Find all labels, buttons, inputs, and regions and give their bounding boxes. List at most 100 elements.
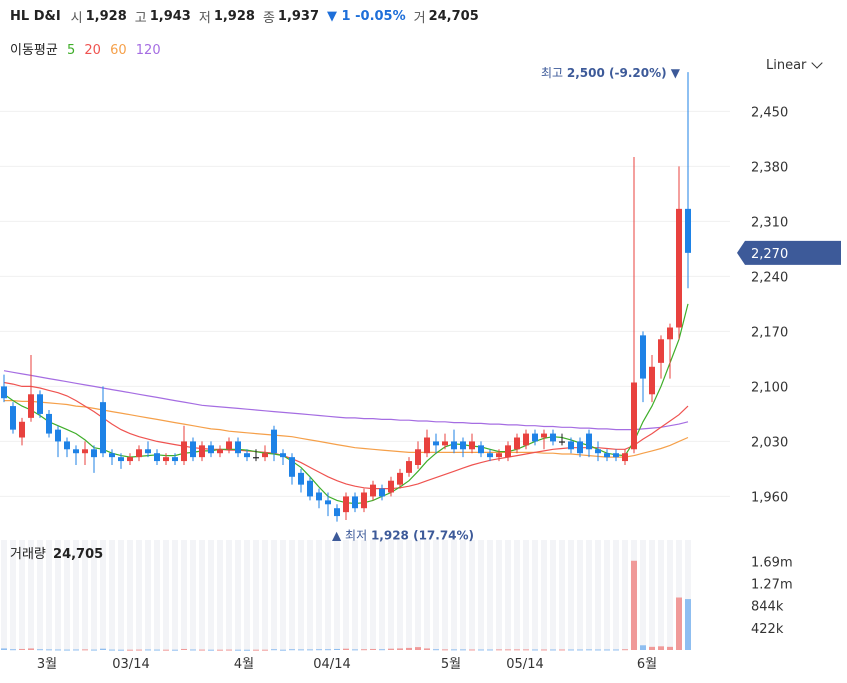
volume-bar — [550, 649, 556, 651]
volume-bg-stripe — [316, 540, 322, 650]
volume-bg-stripe — [46, 540, 52, 650]
candle-body — [505, 445, 511, 458]
volume-tick-label: 1.69m — [751, 555, 793, 570]
candle-body — [604, 453, 610, 458]
candle-body — [685, 208, 691, 253]
volume-bar — [469, 649, 475, 651]
candle-body — [352, 496, 358, 509]
candle-body — [118, 457, 124, 462]
volume-bar — [1, 648, 7, 650]
volume-bg-stripe — [505, 540, 511, 650]
y-tick-label: 2,170 — [751, 325, 788, 340]
high-label: 고 — [134, 10, 147, 26]
y-tick-label: 2,100 — [751, 380, 788, 395]
volume-bar — [91, 649, 97, 651]
volume-bg-stripe — [568, 540, 574, 650]
volume-bg-stripe — [10, 540, 16, 650]
volume-bg-stripe — [577, 540, 583, 650]
scale-selector[interactable]: Linear — [766, 57, 824, 73]
candle-body — [442, 441, 448, 446]
volume-bar — [118, 649, 124, 651]
volume-bar — [307, 649, 313, 651]
low-value: 1,928 — [213, 8, 255, 24]
volume-bar — [685, 599, 691, 650]
x-tick-label: 03/14 — [112, 657, 149, 672]
candle-body — [577, 441, 583, 454]
candle-body — [73, 449, 79, 454]
volume-bg-stripe — [361, 540, 367, 650]
candle-body — [586, 433, 592, 450]
candle-body — [109, 453, 115, 458]
volume-bar — [10, 649, 16, 651]
candle-body — [217, 449, 223, 454]
candle-body — [388, 480, 394, 493]
candle-body — [28, 394, 34, 418]
open-label: 시 — [70, 10, 83, 26]
candle-body — [181, 441, 187, 462]
volume-bar — [460, 649, 466, 651]
volume-bg-stripe — [28, 540, 34, 650]
candle-body — [622, 453, 628, 462]
volume-bar — [586, 649, 592, 651]
volume-bg-stripe — [208, 540, 214, 650]
volume-bar — [379, 649, 385, 651]
volume-bar — [226, 649, 232, 651]
candle-body — [559, 441, 565, 443]
candle-body — [289, 457, 295, 477]
candle-body — [145, 449, 151, 454]
volume-bg-stripe — [532, 540, 538, 650]
volume-bar — [424, 648, 430, 650]
volume-bg-stripe — [280, 540, 286, 650]
volume-bar — [541, 649, 547, 651]
volume-bar — [253, 649, 259, 651]
volume-bar — [217, 649, 223, 651]
x-tick-label: 6월 — [637, 657, 657, 672]
y-tick-label: 2,030 — [751, 435, 788, 450]
candle-body — [433, 441, 439, 446]
volume-bar — [451, 649, 457, 651]
volume-bg-stripe — [460, 540, 466, 650]
volume-bg-stripe — [433, 540, 439, 650]
volume-bg-stripe — [523, 540, 529, 650]
volume-bar — [352, 649, 358, 651]
volume-bg-stripe — [649, 540, 655, 650]
volume-panel-value: 24,705 — [53, 547, 104, 562]
candle-body — [640, 335, 646, 379]
volume-bar — [568, 649, 574, 651]
ma60-legend: 60 — [110, 43, 127, 58]
volume-bar — [658, 646, 664, 650]
current-price-tag — [737, 240, 841, 265]
candle-body — [379, 488, 385, 497]
candle-body — [613, 453, 619, 458]
volume-bg-stripe — [82, 540, 88, 650]
volume-bg-stripe — [64, 540, 70, 650]
moving-average-legend[interactable]: 이동평균 5 20 60 120 — [10, 39, 166, 58]
candle-body — [334, 508, 340, 517]
volume-bg-stripe — [244, 540, 250, 650]
volume-bg-stripe — [73, 540, 79, 650]
volume-bg-stripe — [388, 540, 394, 650]
volume-bar — [289, 649, 295, 651]
y-tick-label: 1,960 — [751, 490, 788, 505]
volume-bar — [64, 649, 70, 651]
volume-bg-stripe — [100, 540, 106, 650]
candle-body — [514, 437, 520, 450]
volume-bar — [190, 649, 196, 651]
x-tick-label: 05/14 — [506, 657, 543, 672]
volume-bar — [55, 649, 61, 651]
volume-bg-stripe — [541, 540, 547, 650]
candle-body — [154, 453, 160, 462]
y-tick-label: 2,240 — [751, 270, 788, 285]
candle-body — [163, 457, 169, 462]
volume-bar — [514, 649, 520, 651]
volume-bar — [505, 649, 511, 651]
volume-bg-stripe — [658, 540, 664, 650]
candle-body — [91, 449, 97, 458]
volume-bg-stripe — [298, 540, 304, 650]
ma60-line — [4, 400, 689, 458]
ma5-line — [3, 303, 689, 505]
candle-body — [298, 472, 304, 485]
candle-body — [631, 382, 637, 450]
volume-tick-label: 422k — [751, 622, 784, 637]
